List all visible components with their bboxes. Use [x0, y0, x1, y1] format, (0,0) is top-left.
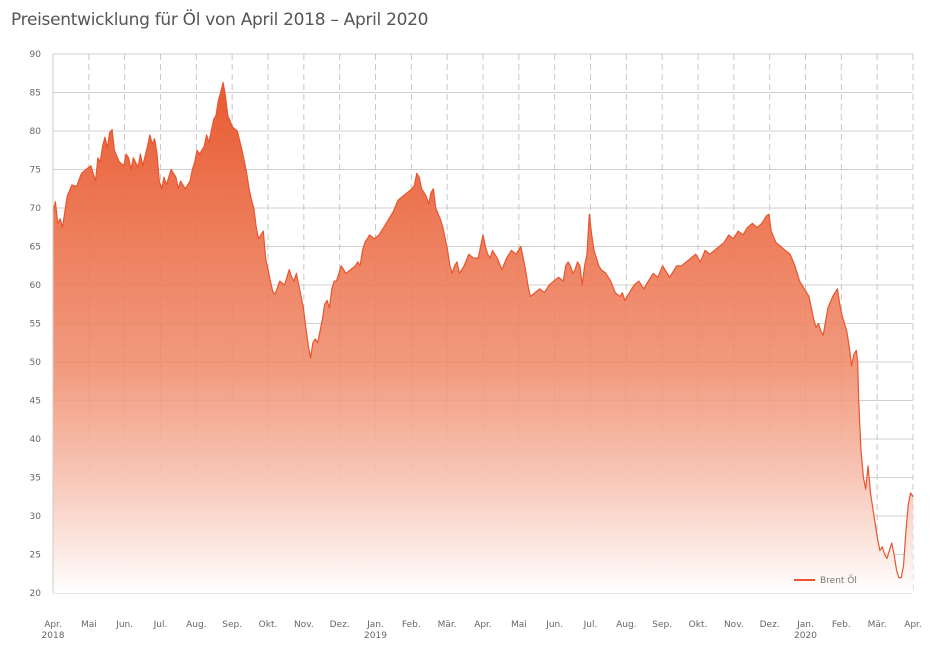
page-title: Preisentwicklung für Öl von April 2018 –… — [11, 10, 429, 30]
x-tick-label: Aug. — [616, 620, 636, 630]
y-tick-label: 60 — [30, 281, 42, 291]
x-tick-label: Dez. — [330, 620, 350, 630]
y-tick-label: 40 — [30, 435, 42, 445]
x-tick-year-label: 2020 — [794, 631, 817, 641]
y-tick-label: 70 — [30, 204, 42, 214]
x-tick-label: Mai — [81, 620, 97, 630]
x-tick-label: Apr. — [44, 620, 62, 630]
series-area-brent — [53, 82, 913, 593]
x-tick-year-label: 2018 — [42, 631, 65, 641]
legend-label-brent: Brent Öl — [820, 575, 857, 586]
series-line-brent — [52, 81, 914, 579]
legend: Brent Öl — [794, 575, 857, 586]
x-tick-label: Sep. — [652, 620, 672, 630]
x-tick-label: Dez. — [760, 620, 780, 630]
x-tick-label: Nov. — [724, 620, 744, 630]
x-tick-label: Apr. — [474, 620, 492, 630]
axes: 202530354045505560657075808590Apr.2018Ma… — [30, 50, 922, 641]
x-tick-year-label: 2019 — [364, 631, 387, 641]
y-tick-label: 65 — [30, 243, 41, 253]
y-tick-label: 85 — [30, 89, 41, 99]
y-tick-label: 90 — [30, 50, 42, 60]
y-tick-label: 80 — [30, 127, 42, 137]
y-tick-label: 20 — [30, 589, 42, 599]
y-tick-label: 25 — [30, 551, 41, 561]
x-tick-label: Okt. — [259, 620, 278, 630]
x-tick-label: Nov. — [294, 620, 314, 630]
y-tick-label: 45 — [30, 397, 41, 407]
x-tick-label: Jul. — [153, 620, 168, 630]
x-tick-label: Jun. — [545, 620, 563, 630]
x-tick-label: Mär. — [438, 620, 457, 630]
x-tick-label: Feb. — [832, 620, 851, 630]
x-tick-label: Mär. — [868, 620, 887, 630]
y-tick-label: 75 — [30, 166, 41, 176]
y-tick-label: 30 — [30, 512, 42, 522]
y-tick-label: 55 — [30, 320, 41, 330]
y-tick-label: 35 — [30, 474, 41, 484]
y-tick-label: 50 — [30, 358, 42, 368]
price-area — [52, 81, 914, 593]
x-tick-label: Jun. — [115, 620, 133, 630]
x-tick-label: Mai — [511, 620, 527, 630]
x-tick-label: Jan. — [796, 620, 814, 630]
x-tick-label: Sep. — [222, 620, 242, 630]
x-tick-label: Jan. — [366, 620, 384, 630]
x-tick-label: Feb. — [402, 620, 421, 630]
x-tick-label: Apr. — [904, 620, 922, 630]
x-tick-label: Okt. — [689, 620, 708, 630]
x-tick-label: Aug. — [186, 620, 206, 630]
x-tick-label: Jul. — [583, 620, 598, 630]
